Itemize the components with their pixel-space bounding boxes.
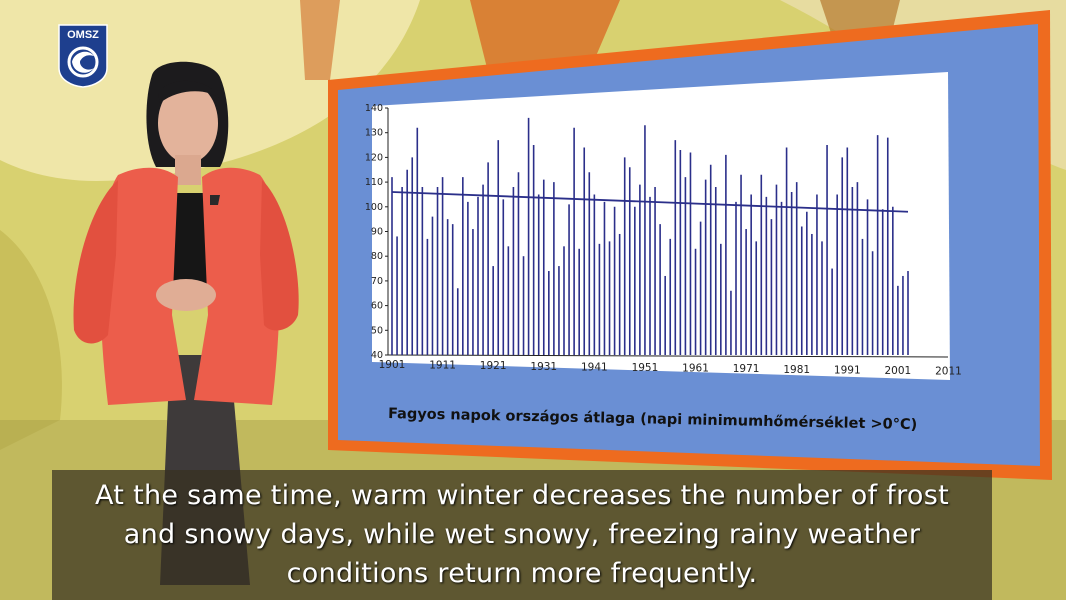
- x-tick-label: 1931: [530, 361, 557, 373]
- y-tick-label: 140: [365, 103, 383, 114]
- x-tick-label: 1991: [834, 364, 861, 376]
- x-tick-label: 1951: [632, 362, 659, 374]
- x-axis: [387, 354, 949, 358]
- subtitle-line-2: and snowy days, while wet snowy, freezin…: [123, 519, 921, 550]
- x-tick-label: 1921: [480, 360, 507, 372]
- subtitle-line-3: conditions return more frequently.: [286, 558, 758, 589]
- x-tick-label: 1971: [733, 363, 760, 375]
- trend-line: [391, 191, 909, 213]
- chart-board: 40 50 60 70 80 90 100 110 120 130 140 1901 1911 1921 1…: [328, 10, 1052, 480]
- x-tick-label: 2011: [935, 366, 962, 378]
- subtitle-box: At the same time, warm winter decreases …: [52, 470, 992, 600]
- y-tick-label: 60: [371, 301, 383, 312]
- y-tick-label: 100: [365, 202, 383, 213]
- logo-text: OMSZ: [67, 29, 99, 41]
- x-tick-label: 1941: [581, 361, 608, 373]
- y-tick-label: 130: [365, 128, 383, 139]
- x-tick-label: 1961: [682, 363, 709, 375]
- x-tick-label: 2001: [885, 365, 912, 377]
- y-tick-label: 70: [371, 276, 383, 287]
- y-tick-label: 110: [365, 177, 383, 188]
- y-tick-label: 120: [365, 152, 383, 163]
- x-tick-label: 1901: [379, 359, 406, 371]
- omsz-logo: OMSZ: [58, 24, 108, 88]
- y-tick-label: 50: [371, 325, 383, 336]
- y-tick-label: 80: [371, 251, 383, 262]
- subtitle-line-1: At the same time, warm winter decreases …: [95, 480, 949, 511]
- x-tick-label: 1911: [429, 360, 456, 372]
- y-tick-label: 40: [371, 350, 383, 361]
- y-tick-label: 90: [371, 227, 383, 238]
- x-tick-label: 1981: [783, 364, 810, 376]
- plot-area: 40 50 60 70 80 90 100 110 120 130 140 1901 1911 1921 1…: [365, 103, 962, 378]
